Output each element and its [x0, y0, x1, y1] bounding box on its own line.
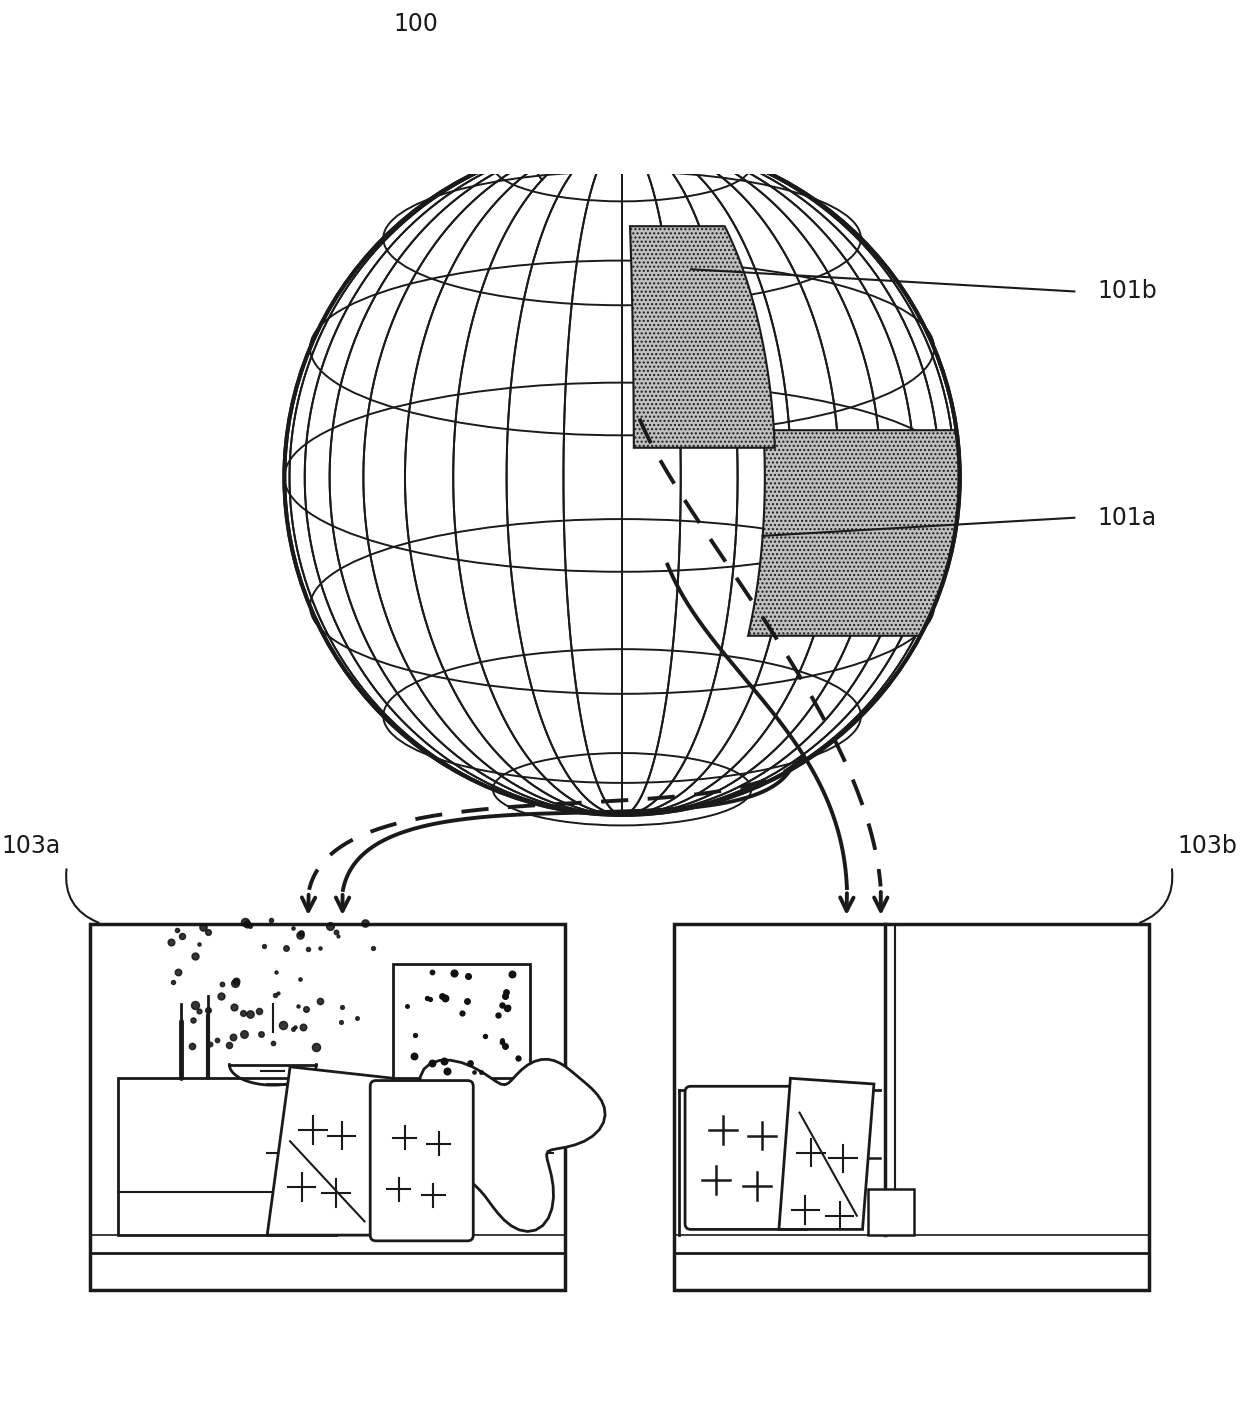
- Polygon shape: [630, 226, 775, 448]
- Polygon shape: [267, 1067, 393, 1235]
- Bar: [393, 964, 531, 1078]
- Text: 101b: 101b: [1097, 280, 1157, 304]
- Polygon shape: [748, 430, 959, 636]
- FancyBboxPatch shape: [684, 1087, 811, 1229]
- Bar: [673, 924, 1148, 1290]
- Text: 103b: 103b: [1177, 834, 1238, 858]
- Bar: [118, 1078, 336, 1235]
- Polygon shape: [779, 1078, 874, 1229]
- Polygon shape: [420, 1060, 605, 1232]
- Bar: [89, 924, 565, 1290]
- Text: 101a: 101a: [1097, 505, 1157, 529]
- Bar: [868, 1189, 914, 1235]
- Text: 103a: 103a: [1, 834, 61, 858]
- Text: 100: 100: [393, 13, 438, 37]
- FancyBboxPatch shape: [371, 1080, 474, 1240]
